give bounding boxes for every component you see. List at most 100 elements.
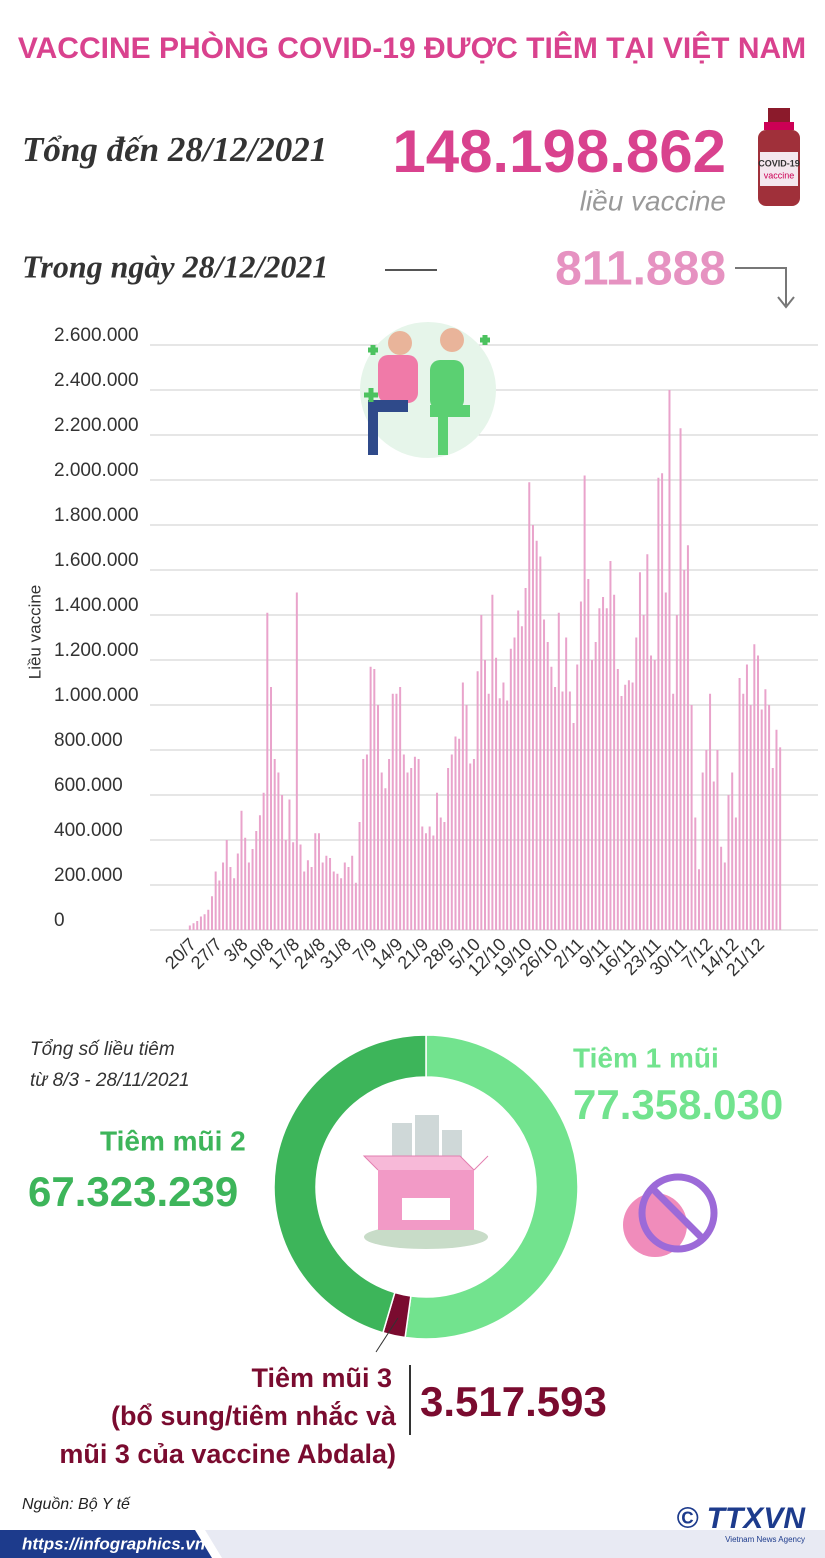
bar	[495, 657, 498, 930]
bar	[631, 682, 634, 930]
bar	[222, 862, 225, 930]
bar	[303, 871, 306, 930]
bar	[251, 849, 254, 930]
bar	[650, 655, 653, 930]
bar	[288, 799, 291, 930]
bar	[535, 540, 538, 930]
copyright: © TTXVN	[676, 1502, 806, 1535]
nurse-illustration	[360, 322, 496, 458]
bar	[554, 687, 557, 930]
bar	[188, 925, 191, 930]
value-label: 77.358.030	[573, 1081, 783, 1128]
daily-value: 811.888	[555, 243, 726, 296]
bar	[513, 637, 516, 930]
bar	[720, 846, 723, 930]
bar	[657, 477, 660, 930]
bar	[391, 693, 394, 930]
bar	[480, 615, 483, 930]
bar	[502, 682, 505, 930]
bar	[273, 759, 276, 930]
bar	[436, 792, 439, 930]
bar	[642, 615, 645, 930]
bar	[207, 909, 210, 930]
bar	[388, 759, 391, 930]
vial-icon: COVID-19 vaccine	[758, 108, 800, 206]
y-tick-label: 2.400.000	[54, 370, 139, 391]
bar	[432, 835, 435, 930]
bar	[439, 817, 442, 930]
bar	[576, 664, 579, 930]
annotation: (bổ sung/tiêm nhắc và	[111, 1400, 397, 1431]
title: VACCINE PHÒNG COVID-19 ĐƯỢC TIÊM TẠI VIỆ…	[18, 31, 806, 65]
leader	[375, 1317, 399, 1353]
bar	[465, 705, 468, 930]
bar	[609, 561, 612, 930]
bar	[531, 525, 534, 930]
bar	[590, 660, 593, 930]
bar	[775, 729, 778, 930]
arrow	[735, 267, 795, 309]
bar	[384, 788, 387, 930]
bar	[686, 545, 689, 930]
bar	[295, 592, 298, 930]
bar	[281, 795, 284, 930]
bar	[679, 428, 682, 930]
bar	[413, 756, 416, 930]
bar	[229, 867, 232, 930]
bar	[594, 642, 597, 930]
bar	[236, 853, 239, 930]
bar	[192, 923, 195, 930]
bar	[255, 831, 258, 930]
bar	[690, 705, 693, 930]
bar	[734, 817, 737, 930]
bar	[771, 768, 774, 930]
bar	[218, 880, 221, 930]
bar	[668, 390, 671, 930]
y-tick-label: 1.800.000	[54, 505, 139, 526]
bar	[568, 691, 571, 930]
y-tick-label: 2.200.000	[54, 415, 139, 436]
bar	[258, 815, 261, 930]
bar	[738, 678, 741, 930]
bar	[546, 642, 549, 930]
bar	[476, 671, 479, 930]
bar	[210, 896, 213, 930]
bar	[709, 693, 712, 930]
bar	[579, 601, 582, 930]
y-tick-label: 800.000	[54, 730, 123, 751]
bar	[605, 608, 608, 930]
bar	[454, 736, 457, 930]
bar	[244, 837, 247, 930]
y-tick-label: 1.400.000	[54, 595, 139, 616]
bar	[266, 612, 269, 930]
bar	[325, 855, 328, 930]
bar	[343, 862, 346, 930]
bar	[336, 873, 339, 930]
bar	[406, 772, 409, 930]
bar	[417, 759, 420, 930]
bar	[779, 747, 782, 930]
y-tick-label: 2.600.000	[54, 325, 139, 346]
bar	[369, 666, 372, 930]
annotation: mũi 3 của vaccine Abdala)	[59, 1439, 396, 1469]
y-tick-label: 1.600.000	[54, 550, 139, 571]
bar	[753, 644, 756, 930]
bar	[543, 619, 546, 930]
bar	[616, 669, 619, 930]
bar	[565, 637, 568, 930]
bar	[757, 655, 760, 930]
bar	[410, 768, 413, 930]
bar	[347, 867, 350, 930]
bar	[602, 597, 605, 930]
bar	[362, 759, 365, 930]
bar	[240, 810, 243, 930]
source: Nguồn: Bộ Y tế	[22, 1496, 131, 1513]
bar	[716, 750, 719, 930]
bar	[613, 594, 616, 930]
bar	[472, 759, 475, 930]
bar	[638, 572, 641, 930]
subtitle: từ 8/3 - 28/11/2021	[30, 1070, 190, 1091]
bar	[270, 687, 273, 930]
vaccine-box	[362, 1115, 489, 1249]
